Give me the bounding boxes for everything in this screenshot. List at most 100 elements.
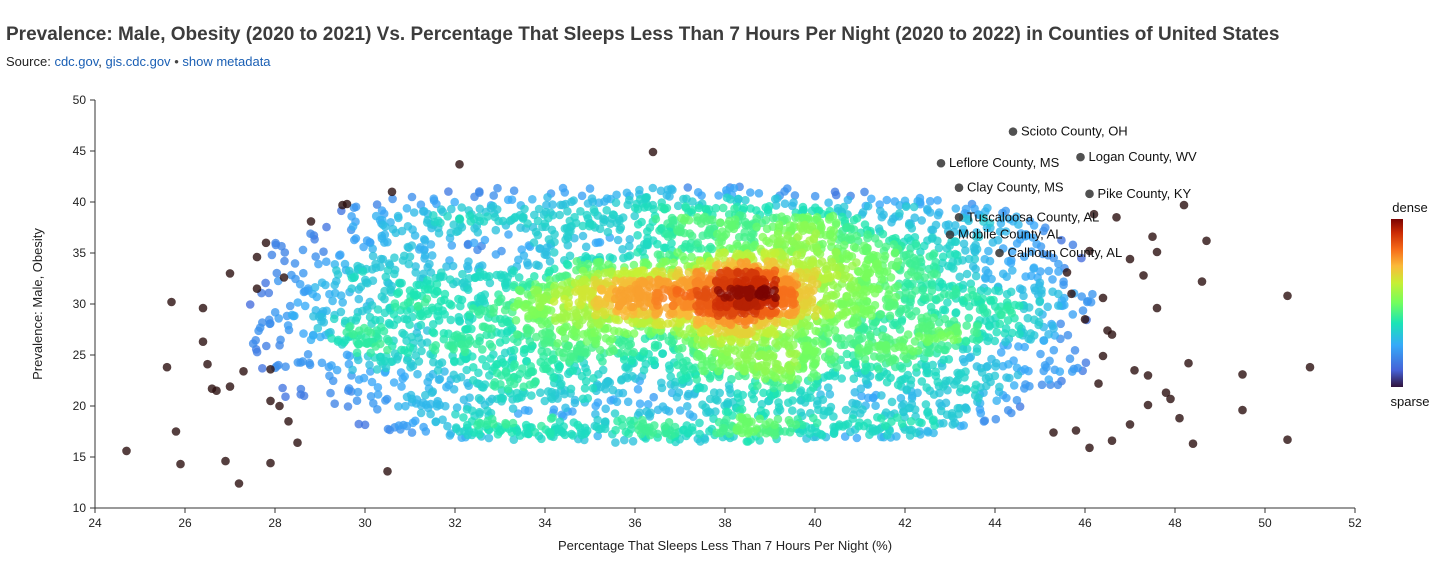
data-point	[1014, 342, 1023, 351]
outlier-point	[1112, 213, 1121, 222]
data-point	[959, 239, 969, 249]
data-point	[245, 300, 255, 309]
data-point	[608, 385, 618, 395]
data-point	[473, 272, 482, 281]
data-point	[739, 366, 749, 376]
data-point	[922, 337, 932, 347]
data-point	[335, 251, 344, 260]
data-point	[856, 384, 866, 394]
data-point	[628, 302, 638, 312]
data-point	[326, 388, 335, 398]
data-point	[382, 334, 392, 344]
data-point	[964, 216, 973, 226]
data-point	[516, 223, 525, 232]
data-point	[938, 252, 948, 261]
data-point	[734, 194, 743, 204]
data-point	[254, 326, 263, 336]
data-point	[668, 307, 677, 317]
data-point	[570, 398, 580, 408]
data-point	[271, 240, 281, 250]
data-point	[509, 266, 518, 276]
data-point	[743, 350, 752, 359]
data-point	[1027, 247, 1036, 256]
y-tick-label: 25	[73, 348, 87, 362]
outlier-point	[1098, 293, 1108, 303]
data-point	[703, 228, 713, 238]
data-point	[788, 310, 798, 320]
data-point	[927, 286, 937, 296]
data-point	[754, 290, 763, 299]
data-point	[762, 358, 772, 367]
data-point	[610, 409, 620, 418]
data-point	[698, 400, 707, 410]
data-point	[465, 310, 474, 320]
data-point	[380, 294, 389, 304]
data-point	[1077, 292, 1086, 301]
data-point	[1018, 285, 1027, 295]
data-point	[473, 228, 483, 237]
data-point	[558, 200, 568, 210]
data-point	[679, 363, 688, 373]
show-metadata-link[interactable]: show metadata	[182, 54, 271, 69]
data-point	[771, 201, 781, 210]
outlier-point	[1148, 232, 1157, 241]
data-point	[658, 257, 668, 267]
data-point	[649, 392, 658, 402]
data-point	[838, 422, 848, 431]
data-point	[722, 193, 732, 202]
data-point	[699, 383, 708, 393]
data-point	[539, 364, 548, 374]
data-point	[961, 204, 971, 214]
data-point	[621, 363, 630, 372]
data-point	[759, 388, 768, 398]
data-point	[579, 330, 588, 339]
data-point	[921, 400, 931, 409]
source-link-gis[interactable]: gis.cdc.gov	[105, 54, 171, 69]
data-point	[891, 292, 901, 302]
data-point	[907, 311, 916, 321]
data-point	[1002, 393, 1011, 403]
data-point	[626, 339, 635, 349]
data-point	[274, 360, 283, 370]
data-point	[443, 212, 452, 221]
outlier-point	[221, 456, 230, 466]
x-tick-label: 32	[448, 516, 462, 530]
outlier-point	[1152, 247, 1162, 257]
data-point	[1037, 380, 1047, 390]
outlier-point	[293, 438, 302, 448]
data-point	[616, 348, 625, 358]
source-link-cdc[interactable]: cdc.gov	[54, 54, 99, 69]
data-point	[852, 283, 862, 292]
data-point	[267, 250, 277, 260]
data-point	[555, 347, 564, 357]
data-point	[589, 374, 598, 383]
data-point	[809, 413, 818, 423]
data-point	[648, 183, 658, 193]
data-point	[788, 406, 797, 415]
data-point	[852, 433, 862, 443]
data-point	[787, 236, 797, 246]
data-point	[771, 293, 780, 303]
outlier-point	[234, 479, 244, 488]
data-point	[792, 258, 802, 267]
data-point	[742, 328, 751, 338]
data-point	[611, 276, 620, 286]
data-point	[663, 319, 673, 328]
data-point	[651, 320, 661, 329]
annotated-point	[945, 230, 955, 239]
outlier-point	[1098, 351, 1108, 361]
data-point	[950, 237, 960, 246]
data-point	[735, 413, 745, 422]
data-point	[501, 420, 511, 429]
data-point	[639, 347, 649, 356]
data-point	[298, 357, 308, 366]
data-point	[676, 288, 686, 297]
data-point	[525, 380, 535, 390]
data-point	[950, 380, 959, 389]
data-point	[862, 243, 871, 253]
data-point	[811, 326, 820, 336]
data-point	[1053, 380, 1063, 390]
data-point	[553, 339, 562, 348]
data-point	[862, 306, 871, 316]
